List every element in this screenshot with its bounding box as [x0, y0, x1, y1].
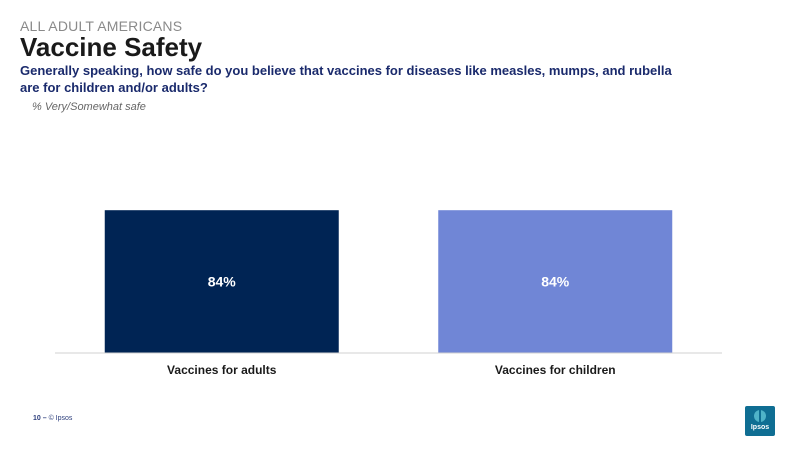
base-note: % Very/Somewhat safe	[32, 101, 146, 113]
logo-mark-icon	[754, 410, 766, 422]
logo-text: Ipsos	[750, 424, 770, 431]
bar-vaccines-for-adults	[104, 210, 339, 353]
category-label-vaccines-for-children: Vaccines for children	[495, 363, 616, 377]
page-number: 10 –	[33, 415, 47, 422]
footer: 10 – © Ipsos	[33, 415, 72, 422]
data-label-vaccines-for-children: 84%	[541, 274, 570, 290]
survey-question: Generally speaking, how safe do you beli…	[20, 63, 672, 95]
copyright-text: © Ipsos	[48, 415, 73, 422]
data-label-vaccines-for-adults: 84%	[208, 274, 237, 290]
category-label-vaccines-for-adults: Vaccines for adults	[167, 363, 277, 377]
kicker-label: ALL ADULT AMERICANS	[20, 18, 183, 34]
ipsos-logo: Ipsos	[745, 406, 775, 436]
bar-vaccines-for-children	[438, 210, 673, 353]
page-title: Vaccine Safety	[20, 32, 203, 62]
